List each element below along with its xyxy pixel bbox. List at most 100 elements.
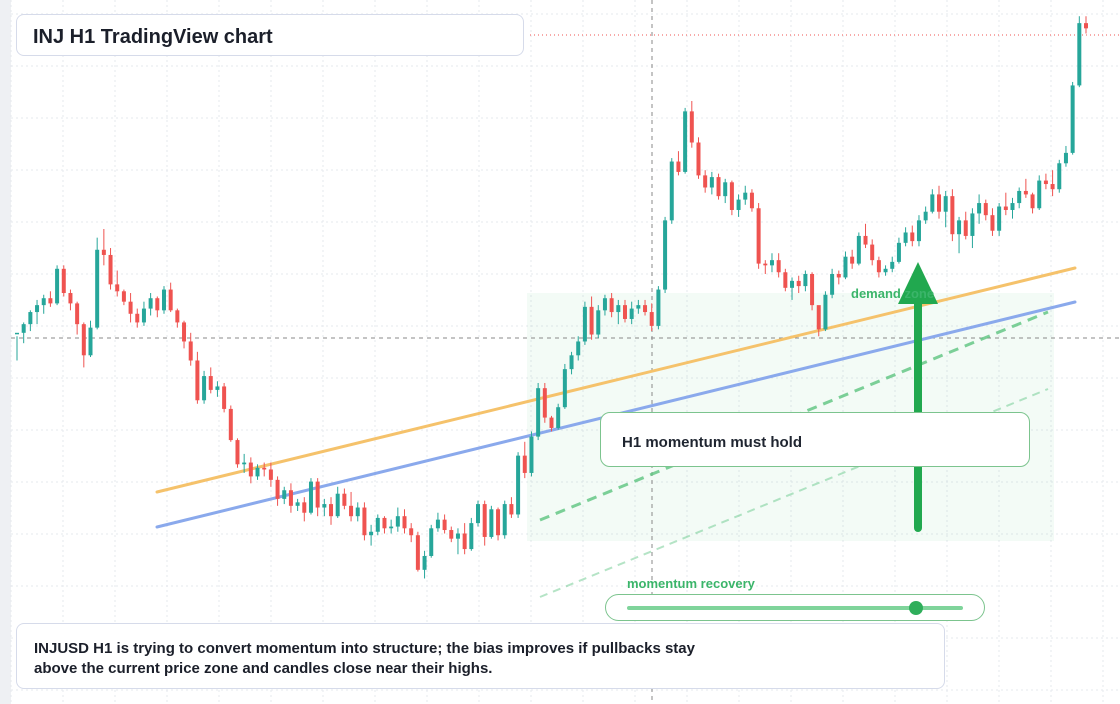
- candle-body: [622, 305, 627, 319]
- candle-body: [175, 310, 180, 323]
- candle-body: [562, 369, 567, 408]
- left-edge: [0, 0, 11, 704]
- candle-body: [616, 305, 621, 313]
- candle-body: [663, 220, 668, 290]
- candle-body: [850, 256, 855, 264]
- candle-body: [295, 502, 300, 506]
- candle-body: [977, 203, 982, 214]
- candle-body: [582, 306, 587, 342]
- candle-body: [736, 199, 741, 210]
- candle-body: [342, 493, 347, 506]
- candle-body: [823, 294, 828, 330]
- candle-body: [783, 272, 788, 288]
- candle-body: [896, 242, 901, 262]
- candle-body: [282, 490, 287, 499]
- candle-body: [202, 376, 207, 401]
- candle-body: [649, 312, 654, 326]
- candle-body: [923, 211, 928, 221]
- candle-body: [963, 220, 968, 236]
- candle-body: [997, 206, 1002, 231]
- candle-body: [763, 263, 768, 266]
- candle-body: [743, 192, 748, 200]
- candle-body: [556, 407, 561, 428]
- candle-body: [262, 467, 267, 470]
- title-panel: INJ H1 TradingView chart: [16, 14, 524, 56]
- momentum-slider[interactable]: [605, 594, 985, 621]
- candle-body: [776, 260, 781, 273]
- candle-body: [75, 303, 80, 325]
- candle-body: [35, 305, 40, 313]
- candle-body: [435, 519, 440, 529]
- candle-body: [275, 479, 280, 499]
- candle-body: [329, 504, 334, 517]
- candle-body: [983, 203, 988, 216]
- candle-body: [382, 517, 387, 529]
- candle-body: [215, 386, 220, 390]
- momentum-track: [627, 606, 963, 610]
- candle-body: [1070, 85, 1075, 153]
- candle-body: [81, 324, 86, 356]
- candle-body: [1037, 180, 1042, 209]
- candle-body: [41, 298, 46, 306]
- candle-body: [395, 516, 400, 527]
- candle-body: [689, 111, 694, 143]
- candle-body: [335, 493, 340, 517]
- candle-body: [349, 505, 354, 517]
- candle-body: [749, 192, 754, 209]
- candle-body: [636, 305, 641, 309]
- candle-body: [769, 260, 774, 266]
- candle-body: [816, 305, 821, 330]
- candle-body: [195, 360, 200, 401]
- candle-body: [569, 355, 574, 370]
- momentum-arrow-head: [898, 262, 938, 304]
- candle-body: [863, 235, 868, 245]
- candle-body: [1077, 23, 1082, 86]
- candle-body: [576, 341, 581, 356]
- candle-body: [669, 161, 674, 221]
- candle-body: [141, 308, 146, 323]
- candle-body: [415, 535, 420, 570]
- candle-body: [542, 388, 547, 418]
- candle-body: [1003, 206, 1008, 210]
- candle-body: [308, 481, 313, 513]
- candle-body: [716, 177, 721, 197]
- candle-body: [1010, 203, 1015, 210]
- candle-body: [609, 298, 614, 313]
- candle-body: [950, 196, 955, 235]
- candle-body: [496, 509, 501, 536]
- candle-body: [803, 273, 808, 287]
- candle-body: [930, 194, 935, 212]
- candle-body: [248, 462, 253, 477]
- candle-body: [88, 327, 93, 356]
- candle-body: [101, 249, 106, 255]
- candle-body: [696, 142, 701, 176]
- candle-body: [856, 235, 861, 264]
- candle-body: [629, 308, 634, 319]
- candle-body: [602, 298, 607, 311]
- momentum-handle[interactable]: [908, 601, 923, 615]
- candle-body: [1050, 184, 1055, 190]
- candle-body: [235, 440, 240, 465]
- candle-body: [903, 232, 908, 243]
- candle-body: [389, 526, 394, 529]
- candle-body: [683, 111, 688, 172]
- candle-body: [796, 280, 801, 287]
- candle-body: [315, 481, 320, 508]
- candle-body: [409, 528, 414, 536]
- note-text: H1 momentum must hold: [622, 434, 803, 451]
- candle-body: [222, 386, 227, 409]
- candle-body: [28, 312, 33, 325]
- candle-body: [115, 284, 120, 292]
- candle-body: [916, 220, 921, 242]
- candle-body: [790, 280, 795, 288]
- candle-body: [676, 161, 681, 172]
- candle-body: [549, 417, 554, 428]
- candle-body: [843, 256, 848, 278]
- candle-body: [182, 322, 187, 342]
- candle-body: [709, 177, 714, 188]
- candle-body: [482, 504, 487, 537]
- caption-text: INJUSD H1 is trying to convert momentum …: [34, 640, 695, 677]
- candle-body: [1063, 152, 1068, 164]
- candle-body: [589, 306, 594, 335]
- candle-body: [643, 305, 648, 313]
